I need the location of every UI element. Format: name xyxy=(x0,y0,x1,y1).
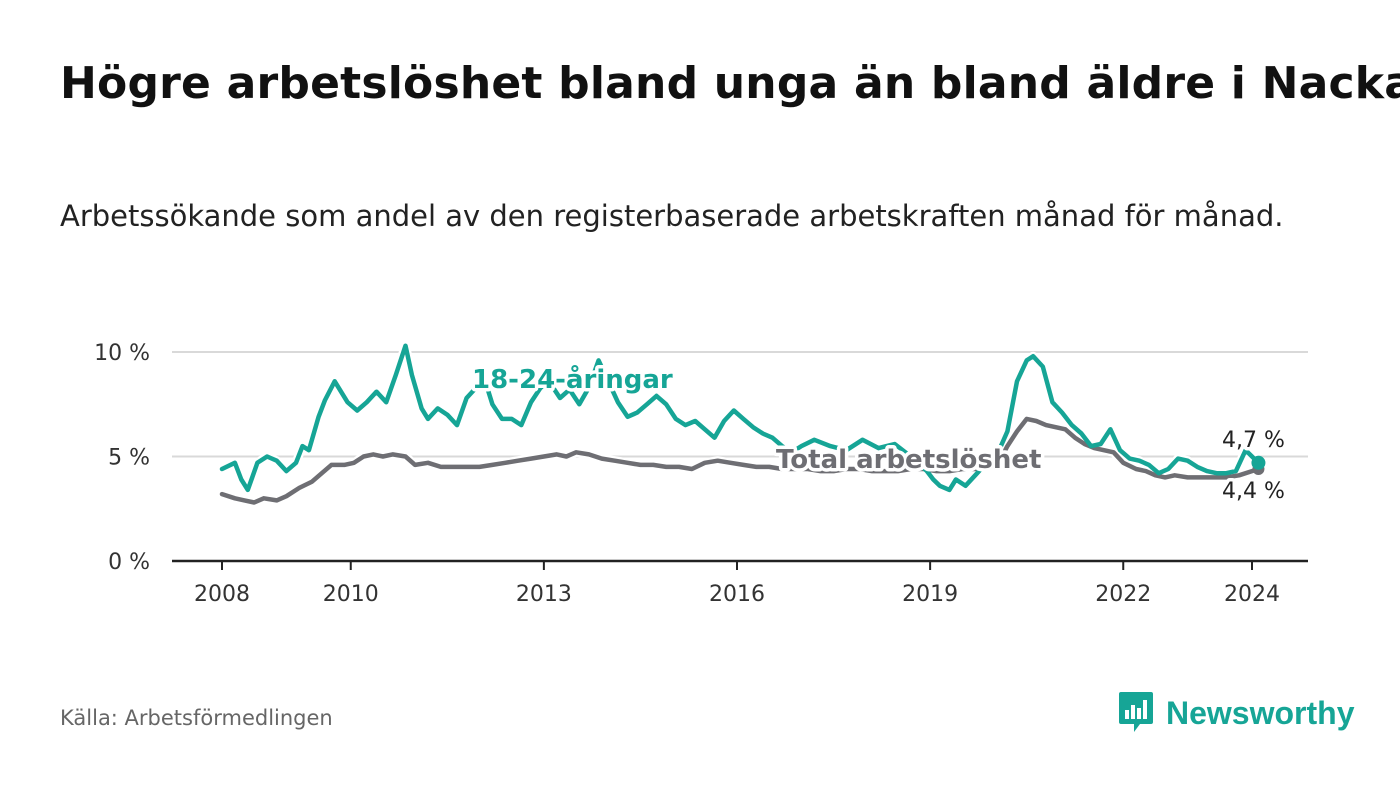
series-line-youth xyxy=(219,343,1261,493)
series-halo-total xyxy=(220,414,1260,507)
end-label-youth: 4,7 % xyxy=(1222,428,1285,453)
x-tick-label: 2016 xyxy=(709,582,765,607)
line-chart: 0 % 5 % 10 % 2008 2010 2013 2016 2019 2022 2024 18… xyxy=(94,341,1308,607)
newsworthy-logo-icon xyxy=(1119,692,1153,732)
x-tick-label: 2022 xyxy=(1095,582,1151,607)
y-tick-label: 10 % xyxy=(94,341,150,366)
brand-logo[interactable]: Newsworthy xyxy=(1118,690,1354,736)
end-label-total: 4,4 % xyxy=(1222,479,1285,504)
y-tick-label: 5 % xyxy=(108,446,150,471)
x-tick-label: 2019 xyxy=(902,582,958,607)
series-label-total: Total arbetslöshet xyxy=(776,445,1041,475)
series-label-youth: 18-24-åringar xyxy=(472,363,673,395)
chart-subtitle: Arbetssökande som andel av den registerb… xyxy=(60,199,1284,233)
series-line-total xyxy=(219,416,1261,505)
x-tick-label: 2024 xyxy=(1224,582,1280,607)
y-tick-label: 0 % xyxy=(108,550,150,575)
brand-name: Newsworthy xyxy=(1166,694,1355,731)
x-tick-label: 2008 xyxy=(194,582,250,607)
end-point-youth xyxy=(1251,455,1266,470)
source-note: Källa: Arbetsförmedlingen xyxy=(60,706,333,730)
x-tick-label: 2010 xyxy=(323,582,379,607)
x-tick-label: 2013 xyxy=(516,582,572,607)
page-title: Högre arbetslöshet bland unga än bland ä… xyxy=(60,58,1400,109)
